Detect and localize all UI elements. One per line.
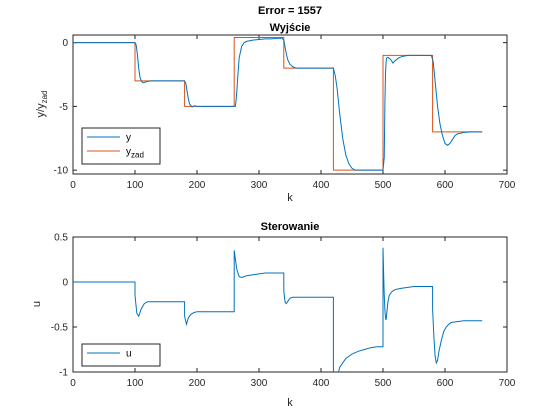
- output-x-tick-label: 500: [375, 180, 392, 191]
- output-plot-title: Wyjście: [270, 22, 311, 34]
- output-x-tick-label: 400: [313, 180, 330, 191]
- output-plot: Wyjście 0 100 200 300 400 500 600 700 -10 -5 0 k y…: [35, 22, 516, 204]
- output-y-tick-label: -10: [54, 166, 69, 177]
- output-x-tick-label: 100: [127, 180, 144, 191]
- output-x-tick-label: 200: [189, 180, 206, 191]
- control-x-tick-label: 0: [70, 378, 76, 389]
- output-legend: y yzad: [81, 127, 161, 165]
- control-y-label: u: [31, 301, 43, 307]
- control-x-tick-label: 100: [127, 378, 144, 389]
- output-x-label: k: [287, 192, 293, 204]
- output-y-tick-label: -5: [59, 102, 68, 113]
- output-y-label: y/yzad: [35, 91, 49, 118]
- control-x-tick-label: 600: [437, 378, 454, 389]
- output-legend-box: [81, 127, 161, 165]
- output-legend-label: yzad: [126, 147, 144, 160]
- control-legend: u: [81, 343, 161, 367]
- output-x-tick-label: 600: [437, 180, 454, 191]
- control-series-u: [73, 247, 483, 372]
- control-x-tick-label: 500: [375, 378, 392, 389]
- control-x-label: k: [287, 397, 293, 409]
- figure-title: Error = 1557: [258, 5, 322, 17]
- control-y-tick-label: 0: [62, 278, 68, 289]
- output-x-tick-label: 300: [251, 180, 268, 191]
- control-plot-title: Sterowanie: [261, 221, 320, 233]
- output-series-y: [73, 37, 483, 171]
- output-y-tick-label: 0: [62, 38, 68, 49]
- control-legend-box: [81, 343, 161, 367]
- control-x-tick-label: 700: [499, 378, 516, 389]
- control-plot: Sterowanie 0 100 200 300 400 500 600 700 -1 -0.5 0…: [31, 221, 516, 409]
- output-x-tick-label: 0: [70, 180, 76, 191]
- control-y-tick-label: -0.5: [51, 323, 69, 334]
- output-x-tick-label: 700: [499, 180, 516, 191]
- control-legend-label: u: [126, 349, 132, 360]
- control-y-tick-label: 0.5: [54, 233, 68, 244]
- output-legend-label: y: [126, 133, 131, 144]
- control-x-tick-label: 300: [251, 378, 268, 389]
- control-x-tick-label: 200: [189, 378, 206, 389]
- control-x-tick-label: 400: [313, 378, 330, 389]
- control-y-tick-label: -1: [59, 368, 68, 379]
